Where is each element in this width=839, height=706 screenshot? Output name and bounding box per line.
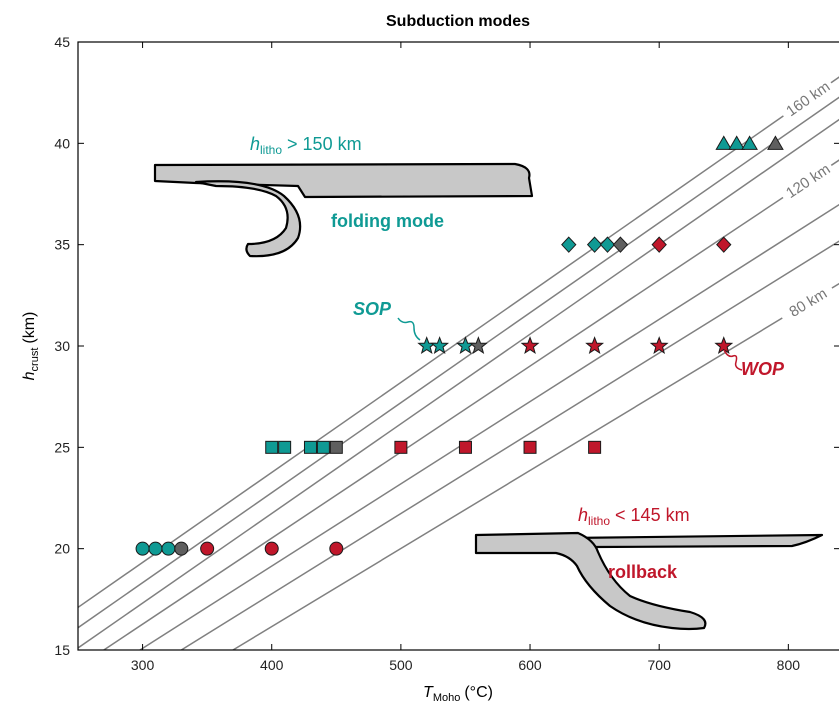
square-marker-rollback <box>523 440 537 454</box>
star-marker-rollback <box>714 336 734 355</box>
circle-marker-transition <box>174 541 189 556</box>
circle-marker-rollback <box>200 541 215 556</box>
diamond-marker-folding <box>561 236 577 253</box>
square-marker-rollback <box>588 440 602 454</box>
star-marker-folding <box>430 336 450 355</box>
x-tick-label: 700 <box>648 657 672 673</box>
isoline-6 <box>232 282 839 650</box>
star-marker-rollback <box>520 336 540 355</box>
star-marker-folding <box>456 336 475 355</box>
isoline-label-bg <box>778 75 837 124</box>
isoline-3 <box>103 159 839 650</box>
circle-marker-folding <box>148 541 163 556</box>
y-tick-label: 20 <box>54 541 70 557</box>
isoline-label-bg <box>777 280 837 326</box>
star-marker-folding <box>417 336 437 355</box>
x-tick-label: 500 <box>389 657 413 673</box>
square-marker-rollback <box>394 440 408 454</box>
folding-slab-sketch <box>153 162 534 258</box>
isoline-labels: 160 km 120 km 80 km <box>777 75 837 326</box>
y-tick-label: 40 <box>54 135 70 151</box>
triangle-marker-folding <box>741 135 758 150</box>
triangle-marker-folding <box>715 135 733 150</box>
triangle-marker-transition <box>767 135 784 150</box>
circle-marker-rollback <box>329 541 344 556</box>
diamond-marker-folding <box>586 236 603 253</box>
square-marker-transition <box>329 440 343 454</box>
circle-marker-folding <box>161 541 176 556</box>
y-tick-label: 45 <box>54 34 70 50</box>
x-tick-label: 600 <box>518 657 542 673</box>
wop-label: WOP <box>741 359 785 379</box>
rollback-label: rollback <box>608 562 678 582</box>
diamond-marker-folding <box>599 236 616 253</box>
isoline-label: 160 km <box>783 78 833 120</box>
rollback-criterion-label: hlitho < 145 km <box>578 505 690 528</box>
y-tick-label: 15 <box>54 642 70 658</box>
square-marker-folding <box>316 440 330 454</box>
sop-pointer <box>397 317 421 341</box>
sop-label: SOP <box>353 299 392 319</box>
rollback-slab-sketch <box>474 531 824 631</box>
folding-slab <box>194 180 302 258</box>
isoline-label: 80 km <box>786 285 830 321</box>
isoline-2 <box>78 118 839 649</box>
isoline-0 <box>78 76 839 609</box>
circle-marker-rollback <box>264 541 279 556</box>
data-markers <box>135 135 784 556</box>
y-axis-ticks: 15 20 25 30 35 40 45 <box>54 34 839 658</box>
isoline-label: 120 km <box>783 161 833 202</box>
x-tick-label: 800 <box>777 657 801 673</box>
x-tick-label: 300 <box>131 657 155 673</box>
y-tick-label: 25 <box>54 439 70 455</box>
y-tick-label: 30 <box>54 338 70 354</box>
y-tick-label: 35 <box>54 237 70 253</box>
x-tick-label: 400 <box>260 657 284 673</box>
y-axis-label: hcrust(km) <box>21 312 41 381</box>
diamond-marker-rollback <box>716 236 732 253</box>
isoline-label-bg <box>778 157 837 205</box>
rollback-slab <box>474 531 707 631</box>
star-marker-rollback <box>585 336 605 355</box>
square-marker-folding <box>265 440 279 454</box>
square-marker-rollback <box>458 440 472 454</box>
diamond-marker-rollback <box>651 236 667 253</box>
isoline-1 <box>78 96 839 629</box>
wop-pointer <box>723 349 743 371</box>
folding-mode-label: folding mode <box>331 211 444 231</box>
square-marker-folding <box>303 440 317 454</box>
chart-title: Subduction modes <box>386 13 530 30</box>
x-axis-label: TMoho (°C) <box>423 684 493 704</box>
star-marker-transition <box>468 336 488 355</box>
isoline-4 <box>139 203 839 650</box>
folding-criterion-label: hlitho > 150 km <box>250 134 362 157</box>
diamond-marker-transition <box>612 236 629 253</box>
rollback-upper-plate <box>566 533 824 549</box>
isoline-5 <box>180 240 839 650</box>
circle-marker-folding <box>135 541 150 556</box>
x-axis-ticks: 300 400 500 600 700 800 <box>131 42 800 673</box>
triangle-marker-folding <box>728 135 746 150</box>
isolines <box>78 76 839 650</box>
folding-upper-plate <box>153 162 534 199</box>
square-marker-folding <box>278 440 292 454</box>
star-marker-rollback <box>649 336 669 355</box>
